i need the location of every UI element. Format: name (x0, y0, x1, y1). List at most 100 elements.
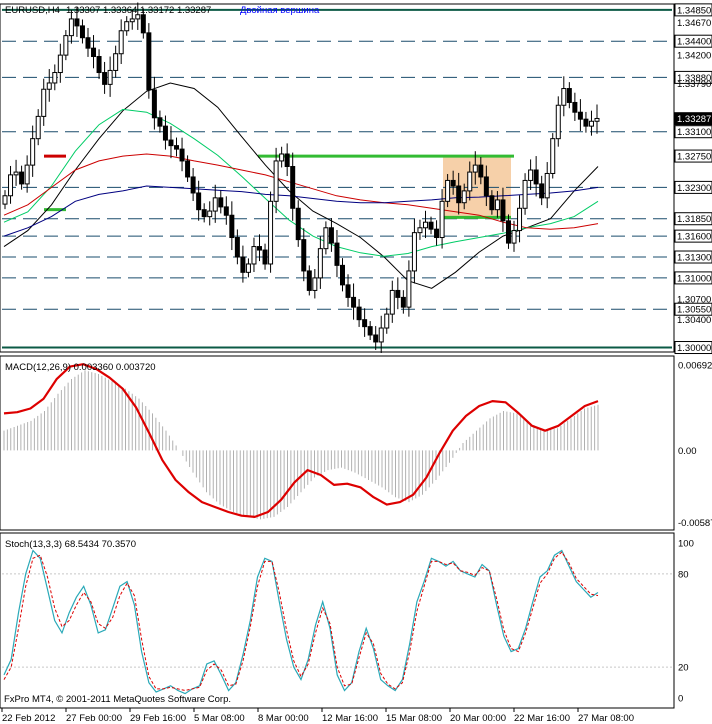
candle-body (522, 179, 528, 209)
price-tick-label: 1.33100 (677, 127, 711, 138)
candle-body (389, 289, 395, 315)
price-tick-label: 1.31850 (677, 214, 711, 225)
candle-body (539, 183, 545, 199)
candle-body (190, 176, 196, 194)
candle-body (74, 18, 80, 27)
price-label-box (674, 250, 712, 264)
candle-body (406, 270, 412, 308)
time-tick-label: 22 Mar 16:00 (514, 713, 570, 724)
moving-average-line (3, 82, 599, 289)
stochastic-tick-label: 80 (678, 569, 689, 580)
candle-body (107, 69, 113, 85)
candle-body (52, 72, 58, 84)
candle-body (8, 174, 14, 197)
candle-body (384, 313, 390, 329)
price-tick-label: 1.30700 (677, 294, 711, 305)
stochastic-lines (3, 549, 599, 695)
candle-body (185, 160, 191, 178)
candle-body (478, 164, 484, 178)
macd-signal-line (3, 363, 599, 519)
candle-body (572, 101, 578, 113)
price-label-box (674, 3, 712, 17)
candle-body (118, 30, 124, 55)
candle-body (323, 227, 329, 250)
candle-body (577, 111, 583, 120)
price-label-box (674, 70, 712, 84)
candle-body (284, 153, 290, 168)
macd-histogram (3, 370, 599, 520)
time-tick-label: 15 Mar 08:00 (386, 713, 442, 724)
candle-body (113, 53, 119, 71)
candle-body (594, 117, 600, 122)
price-tick-label: 1.33880 (677, 73, 711, 84)
candle-body (500, 199, 506, 222)
price-tick-label: 1.34850 (677, 5, 711, 16)
candle-body (411, 232, 417, 272)
price-label-box (674, 229, 712, 243)
price-tick-label: 1.31300 (677, 253, 711, 264)
candle-body (483, 176, 489, 197)
candle-body (13, 171, 19, 176)
candle-body (561, 88, 567, 106)
candle-body (273, 160, 279, 202)
price-label-box (674, 34, 712, 48)
candle-body (102, 72, 108, 85)
candle-body (434, 228, 440, 239)
price-tick-label: 1.30400 (677, 315, 711, 326)
price-label-box (674, 180, 712, 194)
current-price-box (674, 112, 712, 126)
candle-body (367, 326, 373, 336)
time-tick-label: 29 Feb 16:00 (130, 713, 186, 724)
candle-body (41, 88, 47, 117)
candle-body (57, 54, 63, 74)
price-tick-label: 1.33287 (677, 114, 711, 125)
candle-body (312, 277, 318, 291)
candle-body (251, 246, 257, 265)
moving-averages (3, 82, 599, 289)
candle-body (362, 319, 368, 328)
candle-body (395, 289, 401, 298)
price-tick-label: 1.32300 (677, 183, 711, 194)
candle-body (257, 246, 263, 251)
candle-body (262, 249, 268, 265)
candle-body (422, 221, 428, 229)
time-tick-label: 12 Mar 16:00 (322, 713, 378, 724)
candle-body (79, 25, 85, 39)
moving-average-line (3, 108, 599, 257)
candle-body (179, 148, 185, 162)
candle-body (218, 197, 224, 208)
candle-body (450, 179, 456, 187)
candle-body (494, 199, 500, 211)
candle-body (356, 306, 362, 321)
time-tick-label: 8 Mar 00:00 (258, 713, 309, 724)
candle-body (229, 214, 235, 239)
candle-body (96, 56, 102, 74)
candle-body (124, 21, 130, 32)
macd-tick-label: 0.00692 (678, 361, 712, 372)
candle-body (400, 296, 406, 308)
candle-body (201, 209, 207, 218)
candle-body (472, 164, 478, 173)
price-label-box (674, 212, 712, 226)
candle-body (140, 14, 146, 34)
candle-body (317, 248, 323, 279)
time-tick-label: 27 Feb 00:00 (66, 713, 122, 724)
price-label-box (674, 341, 712, 355)
candle-body (550, 138, 556, 174)
candle-body (290, 166, 296, 209)
candle-body (234, 237, 240, 258)
candle-body (245, 263, 251, 273)
macd-panel: 0.00692 0.00 -0.00587 MACD(12,26,9) 0.0033… (0, 355, 712, 531)
candle-body (212, 197, 218, 212)
time-tick-label: 27 Mar 08:00 (578, 713, 634, 724)
candle-body (19, 171, 25, 185)
candle-body (301, 239, 307, 272)
symbol-label: EURUSD,H4 (5, 5, 60, 16)
price-tick-label: 1.33790 (677, 79, 711, 90)
macd-tick-label: -0.00587 (678, 518, 712, 529)
candle-body (2, 195, 8, 205)
candle-body (489, 195, 495, 211)
candle-body (240, 256, 246, 273)
candle-body (445, 179, 451, 202)
candle-body (334, 242, 340, 266)
